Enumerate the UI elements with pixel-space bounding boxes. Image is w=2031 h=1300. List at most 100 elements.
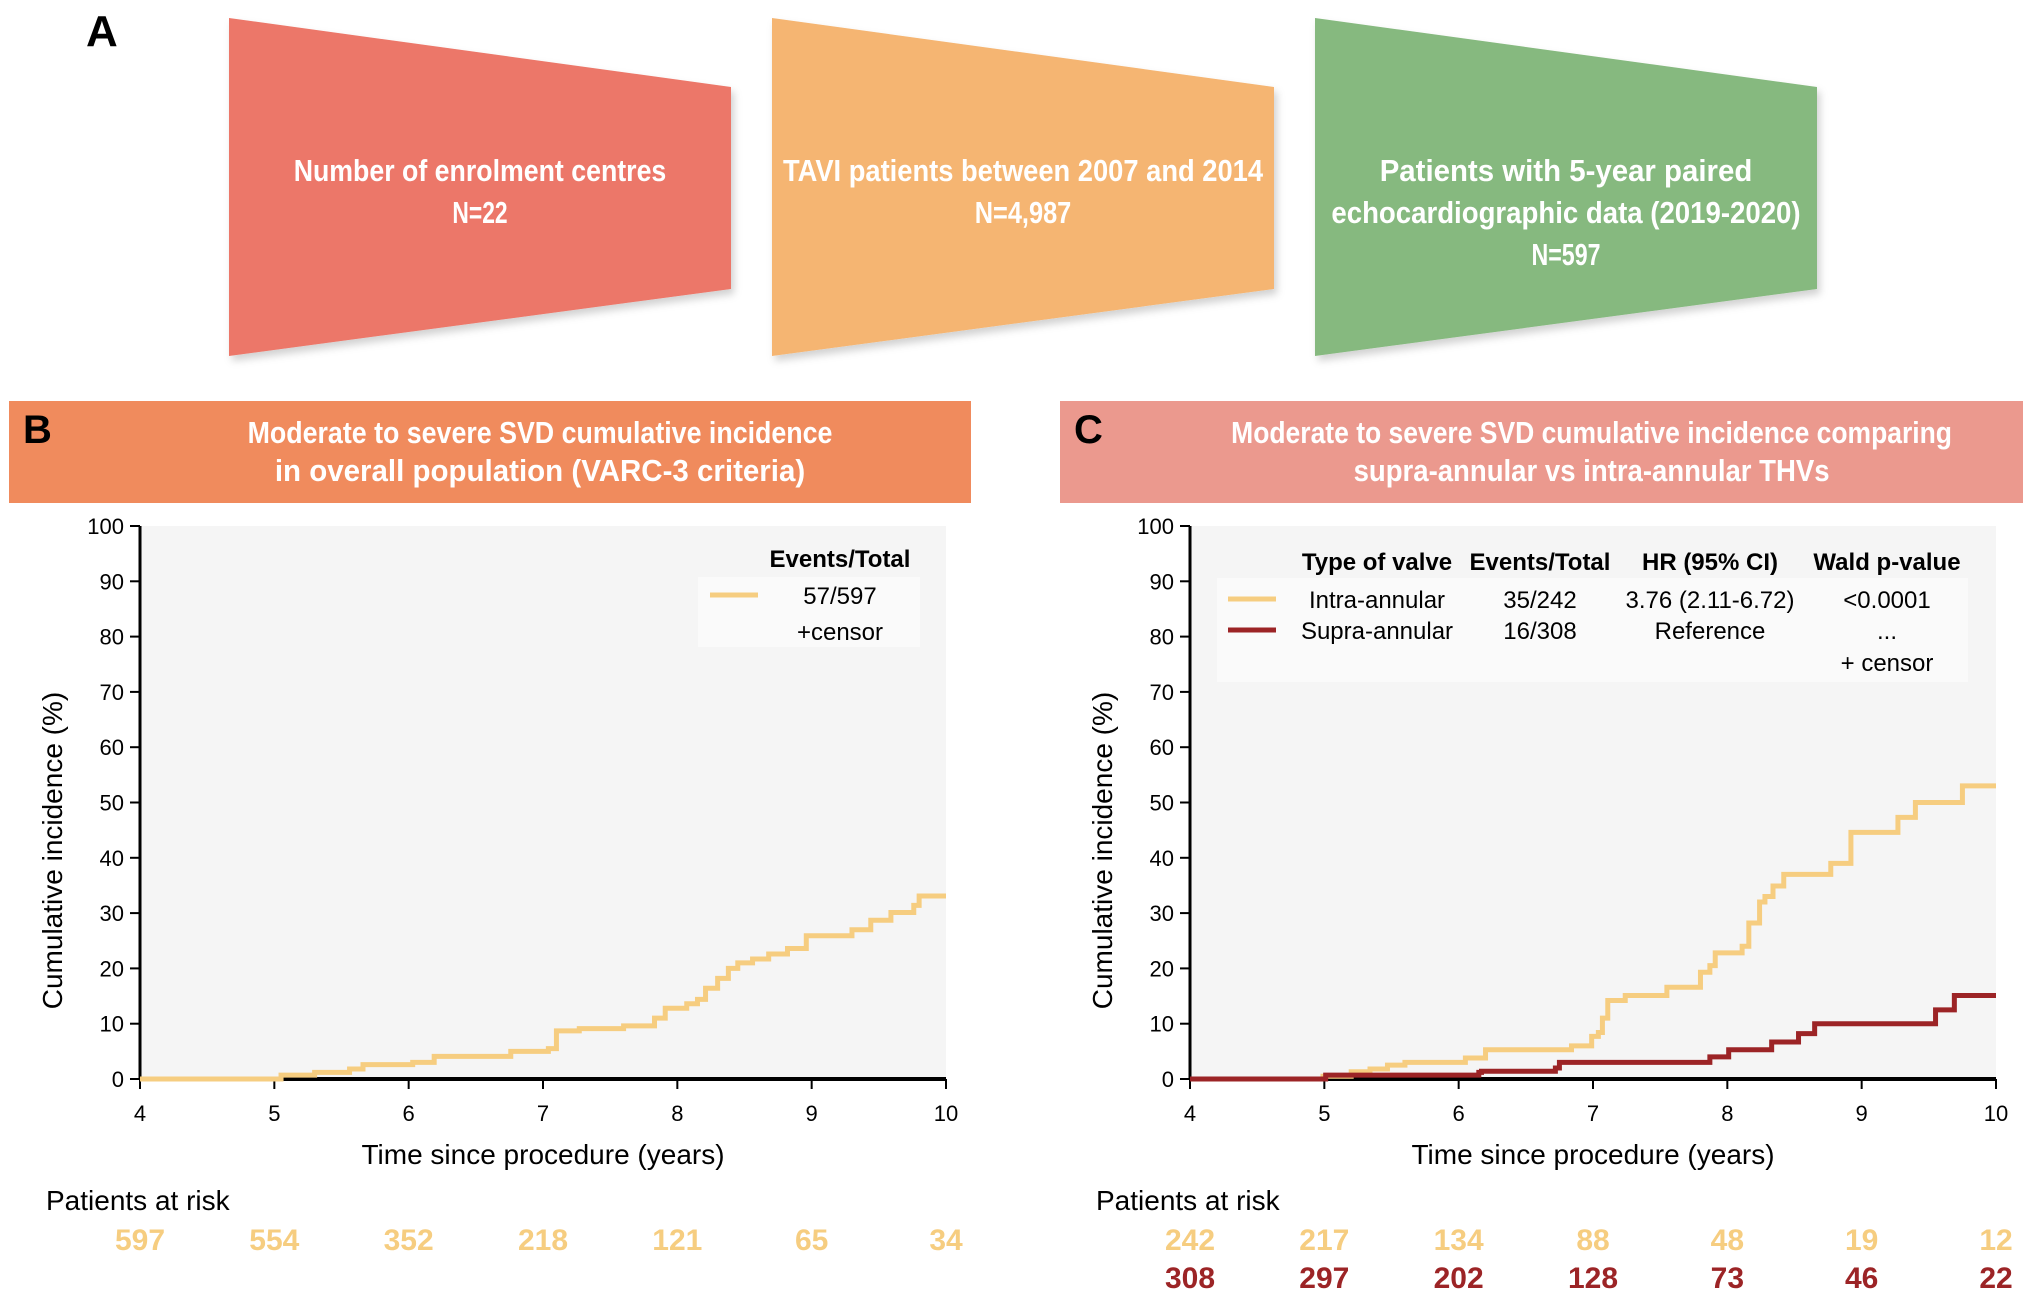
at-risk-value: 134 <box>1434 1224 1484 1257</box>
y-tick-label: 60 <box>100 735 124 760</box>
y-tick-label: 100 <box>87 514 124 539</box>
funnel-shape <box>772 18 1274 356</box>
legend-header: Events/Total <box>770 546 911 573</box>
y-tick-label: 10 <box>100 1012 124 1037</box>
at-risk-value: 352 <box>384 1224 434 1257</box>
y-tick-label: 0 <box>1162 1067 1174 1092</box>
y-tick-label: 100 <box>1137 514 1174 539</box>
series-line-supra-annular <box>1190 992 1996 1082</box>
panel-b-chart: B Moderate to severe SVD cumulative incid… <box>9 401 971 1257</box>
panel-header <box>1060 401 2023 503</box>
y-tick-label: 90 <box>100 569 124 594</box>
x-tick-label: 7 <box>1587 1101 1599 1126</box>
x-tick-label: 8 <box>671 1101 683 1126</box>
legend-entry-label: 57/597 <box>803 583 876 610</box>
panel-a-flow: A Number of enrolment centres N=22 TAVI pa… <box>86 7 1817 356</box>
funnel-box-text: Number of enrolment centres <box>294 153 667 188</box>
x-tick-label: 10 <box>1984 1101 2008 1126</box>
legend: Events/Total 57/597 +censor <box>698 546 920 647</box>
at-risk-value: 22 <box>1979 1262 2012 1295</box>
legend-censor-label: +censor <box>797 619 883 646</box>
at-risk-value: 242 <box>1165 1224 1215 1257</box>
x-tick-label: 9 <box>806 1101 818 1126</box>
funnel-box-text: N=4,987 <box>975 195 1072 230</box>
legend-column-header: Type of valve <box>1302 549 1452 576</box>
legend-column-header: Events/Total <box>1470 549 1611 576</box>
at-risk-value: 65 <box>795 1224 828 1257</box>
x-axis-label: Time since procedure (years) <box>1411 1139 1774 1170</box>
at-risk-title: Patients at risk <box>1096 1185 1281 1216</box>
legend: Type of valve Events/Total HR (95% CI) Wald… <box>1217 549 1968 682</box>
legend-events: 16/308 <box>1503 618 1576 645</box>
x-tick-label: 9 <box>1856 1101 1868 1126</box>
funnel-shape <box>229 18 731 356</box>
panel-c-chart: C Moderate to severe SVD cumulative incid… <box>1060 401 2023 1295</box>
at-risk-value: 19 <box>1845 1224 1878 1257</box>
panel-title-line: Moderate to severe SVD cumulative incide… <box>248 415 833 450</box>
at-risk-value: 128 <box>1568 1262 1618 1295</box>
y-tick-label: 20 <box>100 956 124 981</box>
at-risk-value: 46 <box>1845 1262 1878 1295</box>
at-risk-value: 202 <box>1434 1262 1484 1295</box>
x-tick-label: 10 <box>934 1101 958 1126</box>
legend-box <box>1217 578 1968 682</box>
at-risk-value: 73 <box>1711 1262 1744 1295</box>
legend-p-value: ... <box>1877 618 1897 645</box>
y-tick-label: 10 <box>1150 1012 1174 1037</box>
legend-column-header: Wald p-value <box>1813 549 1960 576</box>
y-tick-label: 20 <box>1150 956 1174 981</box>
y-axis-label: Cumulative incidence (%) <box>1087 692 1118 1009</box>
x-tick-label: 5 <box>268 1101 280 1126</box>
panel-title-line: in overall population (VARC-3 criteria) <box>275 453 805 488</box>
panel-a-label: A <box>86 7 118 56</box>
at-risk-value: 297 <box>1299 1262 1349 1295</box>
at-risk-value: 48 <box>1711 1224 1744 1257</box>
x-tick-label: 4 <box>1184 1101 1196 1126</box>
funnel-shape <box>1315 18 1817 356</box>
legend-valve-type: Supra-annular <box>1301 618 1453 645</box>
y-tick-label: 40 <box>100 846 124 871</box>
at-risk-value: 554 <box>249 1224 299 1257</box>
funnel-box-text: N=597 <box>1532 237 1601 272</box>
y-tick-label: 30 <box>1150 901 1174 926</box>
funnel-box-2: TAVI patients between 2007 and 2014 N=4,9… <box>772 18 1274 356</box>
legend-hr: Reference <box>1655 618 1766 645</box>
y-tick-label: 50 <box>100 791 124 816</box>
panel-title-line: Moderate to severe SVD cumulative incide… <box>1231 415 1952 450</box>
funnel-box-text: echocardiographic data (2019-2020) <box>1331 195 1800 230</box>
y-tick-label: 80 <box>100 625 124 650</box>
legend-column-header: HR (95% CI) <box>1642 549 1778 576</box>
x-tick-label: 8 <box>1721 1101 1733 1126</box>
legend-hr: 3.76 (2.11-6.72) <box>1626 587 1795 614</box>
y-tick-label: 0 <box>112 1067 124 1092</box>
y-tick-label: 90 <box>1150 569 1174 594</box>
legend-censor-label: + censor <box>1841 650 1934 677</box>
panel-header <box>9 401 971 503</box>
y-axis-label: Cumulative incidence (%) <box>37 692 68 1009</box>
x-tick-label: 7 <box>537 1101 549 1126</box>
at-risk-value: 308 <box>1165 1262 1215 1295</box>
at-risk-value: 34 <box>929 1224 963 1257</box>
funnel-box-1: Number of enrolment centres N=22 <box>229 18 731 356</box>
y-tick-label: 40 <box>1150 846 1174 871</box>
at-risk-value: 12 <box>1979 1224 2012 1257</box>
y-tick-label: 50 <box>1150 791 1174 816</box>
legend-events: 35/242 <box>1503 587 1576 614</box>
at-risk-value: 597 <box>115 1224 165 1257</box>
x-tick-label: 6 <box>403 1101 415 1126</box>
at-risk-value: 88 <box>1576 1224 1609 1257</box>
legend-p-value: <0.0001 <box>1843 587 1930 614</box>
y-tick-label: 70 <box>1150 680 1174 705</box>
x-tick-label: 4 <box>134 1101 146 1126</box>
funnel-box-text: TAVI patients between 2007 and 2014 <box>783 153 1264 188</box>
series-line-intra-annular <box>1190 783 1996 1082</box>
x-tick-label: 5 <box>1318 1101 1330 1126</box>
at-risk-value: 218 <box>518 1224 568 1257</box>
x-axis-label: Time since procedure (years) <box>361 1139 724 1170</box>
y-tick-label: 80 <box>1150 625 1174 650</box>
at-risk-value: 217 <box>1299 1224 1349 1257</box>
panel-label: C <box>1074 408 1103 452</box>
panel-label: B <box>23 408 52 452</box>
funnel-box-text: Patients with 5-year paired <box>1380 153 1753 188</box>
